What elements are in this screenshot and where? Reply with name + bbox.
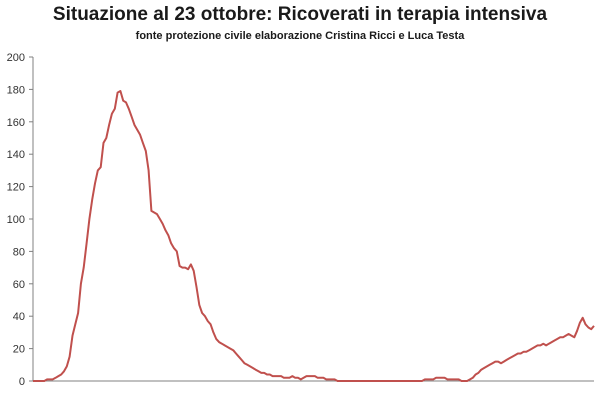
y-tick-label: 160 (7, 117, 25, 129)
series-line (33, 90, 595, 382)
y-tick-label: 100 (7, 214, 25, 226)
y-tick-label: 120 (7, 182, 25, 194)
y-tick-label: 40 (13, 311, 25, 323)
chart-title: Situazione al 23 ottobre: Ricoverati in … (52, 4, 548, 25)
y-tick-label: 140 (7, 149, 25, 161)
y-tick-label: 0 (19, 376, 25, 388)
y-tick-label: 60 (13, 279, 25, 291)
y-axis: 0 20 40 60 80 100 120 140 160 180 200 (7, 52, 33, 388)
chart-subtitle: fonte protezione civile elaborazione Cri… (135, 30, 465, 42)
y-tick-label: 200 (7, 52, 25, 64)
y-tick-label: 20 (13, 344, 25, 356)
y-tick-label: 80 (13, 246, 25, 258)
series-group (33, 90, 595, 382)
y-tick-label: 180 (7, 84, 25, 96)
